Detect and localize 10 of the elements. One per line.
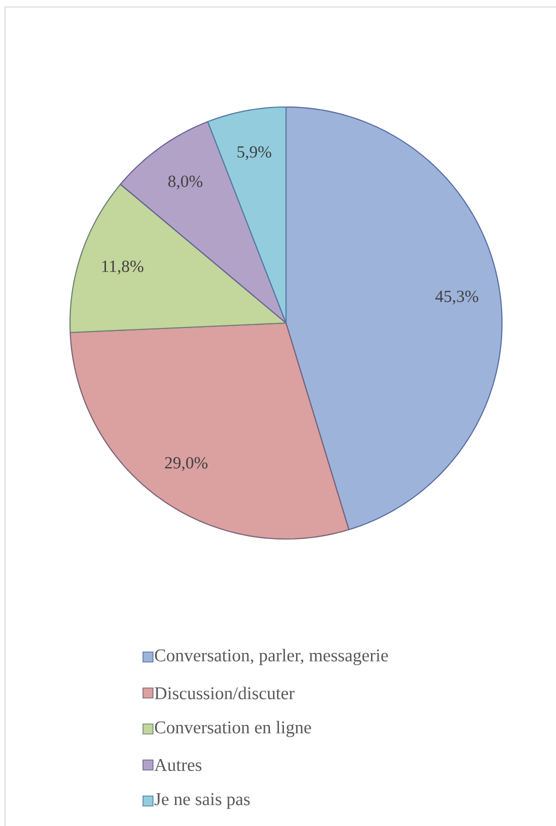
data-label: 29,0% xyxy=(165,457,208,472)
data-label: 8,0% xyxy=(168,176,202,190)
data-label: 11,8% xyxy=(102,260,144,274)
legend-label: Conversation, parler, messagerie xyxy=(154,648,388,666)
data-label: 5,9% xyxy=(238,146,272,160)
data-label: 45,3% xyxy=(435,290,478,305)
legend-label: Autres xyxy=(154,759,202,772)
legend-label: Discussion/discuter xyxy=(154,686,295,700)
legend-label: Conversation en ligne xyxy=(154,720,311,738)
legend-label: Je ne sais pas xyxy=(154,793,250,809)
